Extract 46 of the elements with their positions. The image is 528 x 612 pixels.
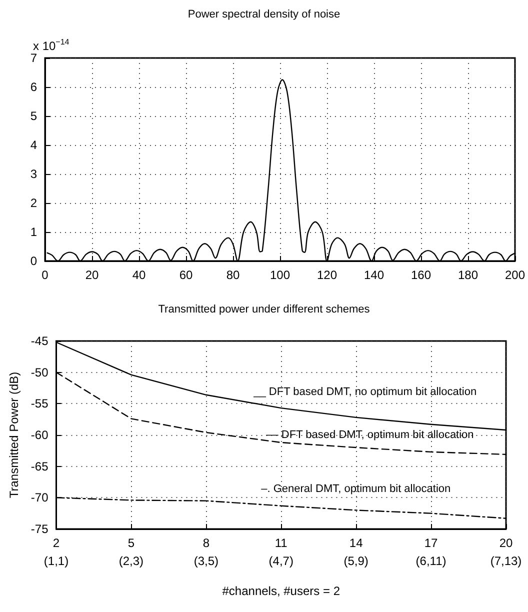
text: (3,5) xyxy=(194,554,219,568)
x-tick-label: 180 xyxy=(458,268,478,282)
text: (2,3) xyxy=(118,554,144,568)
y-tick-label: 7 xyxy=(30,51,38,65)
x-tick-label: 120 xyxy=(316,268,338,282)
y-tick-label: 5 xyxy=(30,109,38,123)
y-tick-label: -50 xyxy=(30,365,49,380)
series-label: __ DFT based DMT, no optimum bit allocation xyxy=(252,386,477,398)
y-tick-label: 3 xyxy=(30,167,38,181)
x-tick-label: 20 xyxy=(499,536,513,550)
text: (1,1) xyxy=(44,554,69,568)
x-tick-label: 160 xyxy=(410,268,432,282)
x-tick-label: 80 xyxy=(226,268,240,282)
x-tick-label: 8 xyxy=(202,536,210,550)
x-tick-label: 100 xyxy=(270,268,290,282)
y-tick-label: 6 xyxy=(30,80,38,94)
chart-title: Power spectral density of noise xyxy=(188,8,340,20)
x-tick-label: 20 xyxy=(85,268,99,282)
y-tick-label: -60 xyxy=(30,428,49,442)
x-tick-label: 14 xyxy=(349,536,364,550)
y-tick-label: -65 xyxy=(30,459,49,474)
text: (7,13) xyxy=(490,554,522,568)
y-tick-label: -70 xyxy=(30,490,49,505)
y-tick-label: -55 xyxy=(30,396,49,411)
x-tick-label: 5 xyxy=(128,536,135,550)
x-tick-label: 11 xyxy=(274,536,288,550)
y-tick-label: -75 xyxy=(30,522,49,536)
y-tick-label: 4 xyxy=(30,138,38,152)
text: (6,11) xyxy=(416,554,446,568)
x-tick-label: 2 xyxy=(52,536,60,550)
x-tick-label: 200 xyxy=(504,268,526,282)
series-label: –. General DMT, optimum bit allocation xyxy=(261,482,451,495)
text: (4,7) xyxy=(268,554,294,568)
x-tick-label: 40 xyxy=(132,268,146,282)
x-tick-label: 60 xyxy=(179,268,193,282)
y-tick-label: 2 xyxy=(30,196,38,210)
y-tick-label: -45 xyxy=(30,334,49,348)
text: (5,9) xyxy=(344,554,368,568)
x-axis-title: #channels, #users = 2 xyxy=(222,584,340,598)
chart-title: Transmitted power under different schemes xyxy=(158,304,370,316)
x-tick-label: 17 xyxy=(424,536,438,550)
x-tick-label: 140 xyxy=(364,268,384,282)
y-tick-label: 1 xyxy=(30,225,38,239)
y-axis-title: Transmitted Power (dB) xyxy=(7,372,21,498)
series-label: –– DFT based DMT, optimum bit allocation xyxy=(266,429,474,441)
y-tick-label: 0 xyxy=(30,254,38,268)
